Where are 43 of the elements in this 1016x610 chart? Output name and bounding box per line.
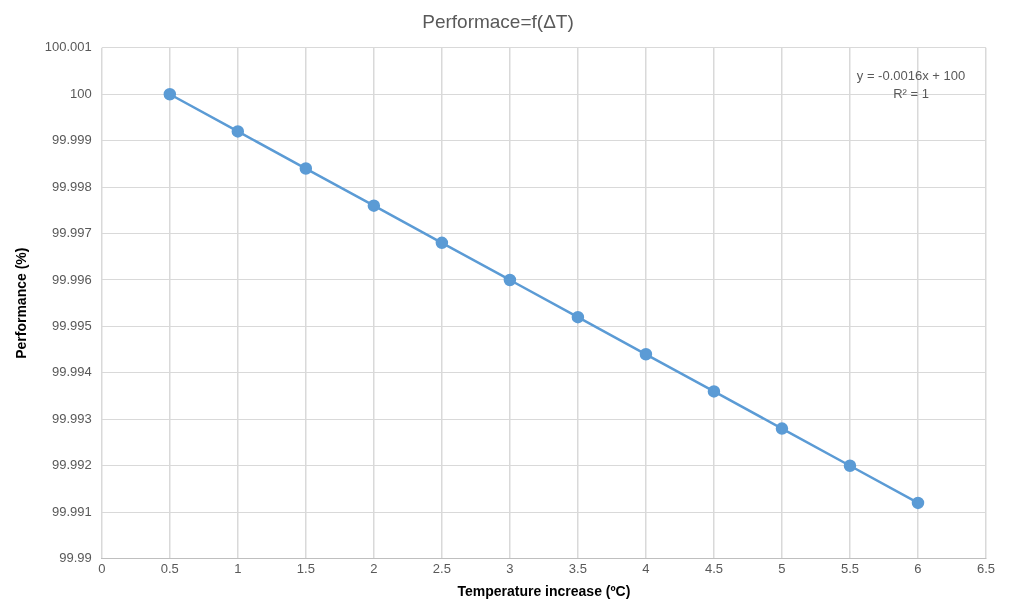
y-tick-label: 100.001: [44, 39, 92, 55]
y-tick-label: 99.997: [52, 225, 92, 241]
point: [707, 385, 721, 398]
x-tick-label: 1: [234, 560, 242, 576]
y-tick-label: 99.993: [52, 410, 92, 426]
point: [367, 199, 381, 212]
x-axis-title: Temperature increase (ºC): [457, 583, 631, 600]
y-tick-label: 99.995: [52, 318, 92, 333]
x-tick-label: 5.5: [840, 560, 860, 576]
y-tick-label: 99.996: [52, 271, 92, 287]
x-tick-label: 1.5: [296, 560, 315, 576]
x-tick-label: 5: [778, 560, 786, 576]
x-tick-label: 6: [914, 560, 922, 576]
y-axis-title: Performance (%): [13, 247, 30, 359]
point: [571, 310, 585, 324]
x-tick-label: 4.5: [704, 560, 723, 576]
point: [435, 236, 449, 250]
point: [231, 125, 245, 138]
x-tick-label: 6.5: [976, 560, 996, 576]
y-tick-label: 99.999: [52, 132, 92, 148]
point: [775, 422, 789, 435]
y-tick-label: 99.998: [52, 178, 92, 194]
y-tick-label: 99.99: [59, 550, 92, 566]
y-tick-label: 99.991: [52, 503, 92, 519]
annotation: y = -0.0016x + 100: [856, 67, 966, 83]
x-tick-label: 2.5: [432, 560, 451, 576]
x-tick-label: 2: [370, 560, 378, 576]
chart-title: Performace=f(ΔT): [422, 10, 574, 32]
x-tick-label: 0: [98, 560, 106, 576]
x-tick-label: 4: [642, 560, 650, 576]
annotation: R² = 1: [893, 85, 929, 101]
y-tick-label: 99.994: [52, 364, 92, 380]
y-tick-label: 99.992: [52, 457, 92, 473]
point: [163, 87, 177, 101]
x-tick-label: 3: [506, 560, 514, 576]
y-tick-label: 100: [70, 85, 92, 101]
point: [299, 162, 313, 175]
point: [503, 273, 517, 287]
point: [639, 348, 653, 361]
x-tick-label: 3.5: [568, 560, 587, 576]
point: [911, 496, 925, 510]
x-tick-label: 0.5: [160, 560, 179, 576]
point: [843, 459, 857, 472]
